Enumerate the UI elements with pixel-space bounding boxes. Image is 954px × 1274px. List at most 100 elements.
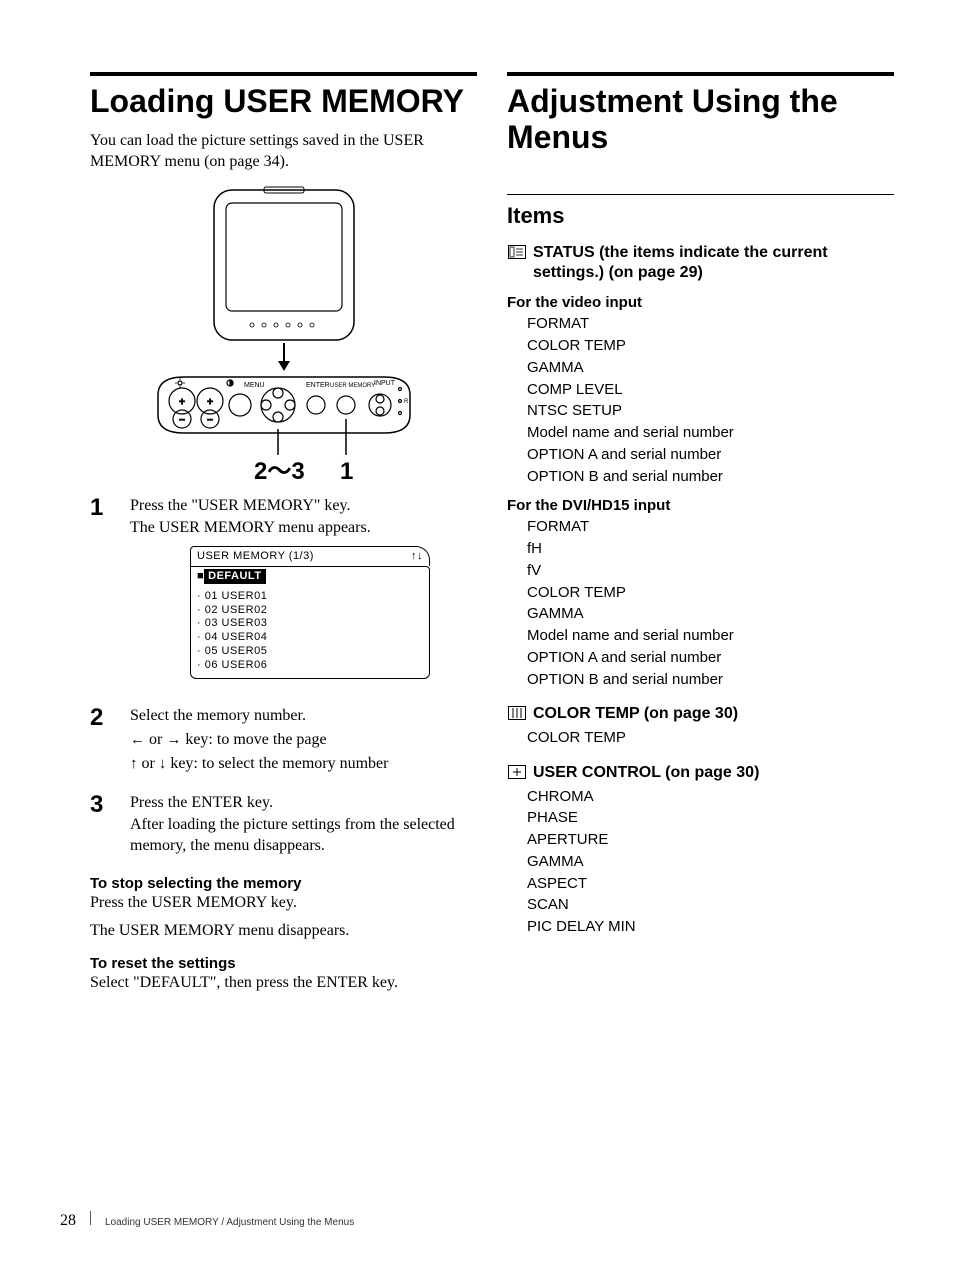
page-number: 28: [60, 1212, 76, 1230]
osd-menu: USER MEMORY (1/3) ↑↓ ■DEFAULT · 01 USER0…: [190, 546, 430, 679]
left-intro: You can load the picture settings saved …: [90, 130, 477, 173]
list-item: PHASE: [527, 807, 894, 829]
steps-list: 1 Press the "USER MEMORY" key. The USER …: [90, 495, 477, 857]
list-item: NTSC SETUP: [527, 400, 894, 422]
list-item: GAMMA: [527, 357, 894, 379]
step-number: 2: [90, 705, 114, 774]
list-item: PIC DELAY MIN: [527, 916, 894, 938]
right-arrow-icon: →: [166, 732, 181, 748]
step-line: Press the "USER MEMORY" key.: [130, 495, 477, 517]
two-column-layout: Loading USER MEMORY You can load the pic…: [90, 72, 894, 1000]
group-title: USER CONTROL (on page 30): [533, 763, 759, 784]
step-line: After loading the picture settings from …: [130, 814, 477, 857]
callout-one: 1: [340, 458, 353, 485]
right-title: Adjustment Using the Menus: [507, 84, 894, 156]
osd-item: · 02 USER02: [197, 604, 423, 618]
step-3: 3 Press the ENTER key. After loading the…: [90, 792, 477, 857]
footer-text: Loading USER MEMORY / Adjustment Using t…: [105, 1217, 354, 1228]
item-list: FORMAT COLOR TEMP GAMMA COMP LEVEL NTSC …: [527, 313, 894, 487]
svg-text:−: −: [207, 415, 213, 426]
list-item: OPTION B and serial number: [527, 466, 894, 488]
list-item: fV: [527, 560, 894, 582]
note-head: To stop selecting the memory: [90, 875, 477, 892]
item-list: FORMAT fH fV COLOR TEMP GAMMA Model name…: [527, 516, 894, 690]
group-user-control: USER CONTROL (on page 30): [507, 763, 894, 784]
osd-default: DEFAULT: [204, 569, 265, 584]
osd-item: · 04 USER04: [197, 631, 423, 645]
osd-tab: USER MEMORY (1/3) ↑↓: [190, 546, 430, 566]
svg-text:+: +: [179, 397, 185, 408]
list-item: ASPECT: [527, 873, 894, 895]
list-item: GAMMA: [527, 851, 894, 873]
group-title: STATUS (the items indicate the current s…: [533, 243, 894, 285]
osd-body: ■DEFAULT · 01 USER01 · 02 USER02 · 03 US…: [190, 566, 430, 679]
left-arrow-icon: ←: [130, 732, 145, 748]
osd-list: · 01 USER01 · 02 USER02 · 03 USER03 · 04…: [197, 590, 423, 673]
rule-thick: [507, 72, 894, 76]
footer-divider: [90, 1211, 91, 1225]
bars-icon: [507, 704, 527, 725]
step-number: 3: [90, 792, 114, 857]
note-head: To reset the settings: [90, 955, 477, 972]
list-item: GAMMA: [527, 603, 894, 625]
osd-item: · 05 USER05: [197, 645, 423, 659]
label-menu: MENU: [244, 382, 265, 389]
list-item: fH: [527, 538, 894, 560]
list-item: FORMAT: [527, 313, 894, 335]
list-item: OPTION A and serial number: [527, 444, 894, 466]
step-line: Select the memory number.: [130, 705, 477, 727]
osd-default-marker: ■: [197, 570, 204, 582]
rule-thick: [90, 72, 477, 76]
note-body: The USER MEMORY menu disappears.: [90, 920, 477, 942]
step-line: Press the ENTER key.: [130, 792, 477, 814]
plus-box-icon: [507, 763, 527, 784]
item-list: COLOR TEMP: [527, 727, 894, 749]
page-footer: 28 Loading USER MEMORY / Adjustment Usin…: [60, 1211, 354, 1230]
osd-title: USER MEMORY (1/3): [197, 549, 314, 564]
step-1: 1 Press the "USER MEMORY" key. The USER …: [90, 495, 477, 687]
note-body: Press the USER MEMORY key.: [90, 892, 477, 914]
label-input: INPUT: [374, 380, 396, 387]
list-item: COLOR TEMP: [527, 582, 894, 604]
status-icon: [507, 243, 527, 285]
subgroup-title: For the DVI/HD15 input: [507, 497, 894, 514]
items-heading: Items: [507, 203, 894, 229]
group-title: COLOR TEMP (on page 30): [533, 704, 738, 725]
left-title: Loading USER MEMORY: [90, 84, 477, 120]
svg-text:+: +: [207, 397, 213, 408]
step-2: 2 Select the memory number. ← or → key: …: [90, 705, 477, 774]
item-list: CHROMA PHASE APERTURE GAMMA ASPECT SCAN …: [527, 786, 894, 938]
group-status: STATUS (the items indicate the current s…: [507, 243, 894, 285]
list-item: APERTURE: [527, 829, 894, 851]
group-color-temp: COLOR TEMP (on page 30): [507, 704, 894, 725]
monitor-illustration: + − + −: [144, 185, 424, 485]
list-item: COLOR TEMP: [527, 727, 894, 749]
list-item: FORMAT: [527, 516, 894, 538]
right-column: Adjustment Using the Menus Items STATUS …: [507, 72, 894, 1000]
list-item: OPTION B and serial number: [527, 669, 894, 691]
subgroup-title: For the video input: [507, 294, 894, 311]
osd-item: · 01 USER01: [197, 590, 423, 604]
osd-item: · 06 USER06: [197, 659, 423, 673]
list-item: OPTION A and serial number: [527, 647, 894, 669]
label-enter: ENTER: [306, 382, 330, 389]
up-arrow-icon: ↑: [130, 756, 138, 772]
down-arrow-icon: ↓: [159, 756, 167, 772]
list-item: CHROMA: [527, 786, 894, 808]
rule-thin: [507, 194, 894, 195]
list-item: SCAN: [527, 894, 894, 916]
step-line: The USER MEMORY menu appears.: [130, 517, 477, 539]
document-page: Loading USER MEMORY You can load the pic…: [0, 0, 954, 1274]
updown-arrows-icon: ↑↓: [411, 549, 423, 564]
osd-item: · 03 USER03: [197, 617, 423, 631]
svg-text:−: −: [179, 415, 185, 426]
diagram-monitor-panel: + − + −: [90, 185, 477, 485]
list-item: COLOR TEMP: [527, 335, 894, 357]
list-item: COMP LEVEL: [527, 379, 894, 401]
label-user-memory: USER MEMORY: [330, 383, 375, 389]
list-item: Model name and serial number: [527, 422, 894, 444]
label-r: R: [404, 399, 409, 405]
note-body: Select "DEFAULT", then press the ENTER k…: [90, 972, 477, 994]
callout-range: 2～3: [254, 458, 305, 485]
left-column: Loading USER MEMORY You can load the pic…: [90, 72, 477, 1000]
